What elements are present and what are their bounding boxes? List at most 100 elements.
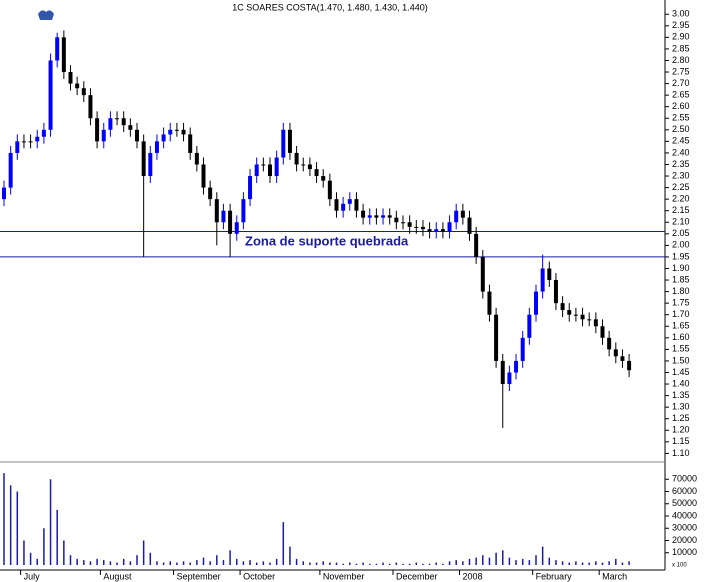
candle-body bbox=[454, 210, 459, 223]
candle-body bbox=[447, 222, 452, 232]
candle-body bbox=[480, 256, 485, 292]
candle-body bbox=[8, 152, 13, 188]
candle-body bbox=[534, 291, 538, 315]
y-tick-label: 1.55 bbox=[672, 344, 690, 354]
candle-body bbox=[600, 326, 605, 338]
candle-body bbox=[61, 37, 66, 73]
y-tick-label: 2.75 bbox=[672, 66, 690, 76]
y-tick-label: 2.85 bbox=[672, 43, 690, 53]
candle-body bbox=[135, 129, 139, 142]
y-tick-label: 2.40 bbox=[672, 147, 690, 157]
y-tick-label: 2.70 bbox=[672, 78, 690, 88]
y-tick-label: 1.65 bbox=[672, 321, 690, 331]
candle-body bbox=[141, 141, 146, 177]
candle-body bbox=[327, 180, 332, 200]
candle-body bbox=[540, 268, 545, 292]
candle-body bbox=[580, 314, 585, 320]
candle-body bbox=[321, 176, 326, 181]
y-tick-label: 1.20 bbox=[672, 425, 690, 435]
candle-body bbox=[301, 164, 306, 166]
candle-body bbox=[573, 314, 578, 316]
candle-body bbox=[15, 141, 20, 153]
candle-body bbox=[48, 60, 53, 130]
candle-body bbox=[81, 88, 86, 96]
candle-body bbox=[567, 310, 572, 315]
candle-body bbox=[407, 222, 412, 227]
y-tick-label: 1.30 bbox=[672, 402, 690, 412]
x-tick-label: November bbox=[323, 571, 365, 581]
y-tick-label: 10000 bbox=[672, 547, 697, 557]
candle-body bbox=[108, 118, 113, 130]
y-tick-label: 2.55 bbox=[672, 113, 690, 123]
x-tick-label: August bbox=[103, 571, 132, 581]
candle-body bbox=[281, 129, 286, 158]
candle-body bbox=[188, 134, 193, 153]
y-tick-label: 1.75 bbox=[672, 298, 690, 308]
candle-body bbox=[627, 360, 632, 371]
y-tick-label: 1.25 bbox=[672, 413, 690, 423]
candle-body bbox=[487, 291, 492, 315]
candle-body bbox=[507, 372, 512, 385]
candle-body bbox=[401, 222, 405, 224]
candle-body bbox=[274, 157, 279, 177]
candle-body bbox=[287, 129, 292, 153]
candle-body bbox=[427, 229, 432, 232]
candle-body bbox=[161, 134, 166, 142]
candle-body bbox=[361, 210, 366, 218]
candle-body bbox=[68, 72, 73, 84]
candle-body bbox=[587, 319, 592, 321]
y-tick-label: 70000 bbox=[672, 474, 697, 484]
candle-body bbox=[294, 152, 299, 165]
candle-body bbox=[420, 226, 425, 230]
candle-body bbox=[128, 125, 133, 130]
candle-body bbox=[115, 118, 120, 120]
candle-body bbox=[553, 280, 558, 304]
y-tick-label: 1.80 bbox=[672, 286, 690, 296]
y-tick-label: 2.95 bbox=[672, 20, 690, 30]
candle-body bbox=[148, 152, 153, 177]
candle-body bbox=[28, 141, 33, 143]
candle-body bbox=[374, 215, 379, 218]
y-tick-label: 2.05 bbox=[672, 228, 690, 238]
candle-body bbox=[261, 164, 266, 166]
y-tick-label: 30000 bbox=[672, 523, 697, 533]
candle-body bbox=[248, 176, 253, 200]
candle-body bbox=[228, 210, 233, 234]
candle-body bbox=[201, 164, 206, 188]
y-tick-label: 60000 bbox=[672, 486, 697, 496]
candle-body bbox=[194, 152, 199, 165]
candle-body bbox=[268, 164, 272, 177]
y-tick-label: 1.60 bbox=[672, 332, 690, 342]
candle-body bbox=[440, 229, 445, 232]
candle-body bbox=[75, 83, 80, 89]
candle-body bbox=[334, 199, 339, 211]
candle-body bbox=[527, 314, 532, 338]
candle-body bbox=[607, 337, 612, 350]
x-tick-label: July bbox=[24, 571, 41, 581]
x-tick-label: October bbox=[243, 571, 275, 581]
y-tick-label: 2.60 bbox=[672, 101, 690, 111]
candle-body bbox=[434, 229, 439, 232]
y-tick-label: 2.80 bbox=[672, 55, 690, 65]
candle-body bbox=[214, 199, 219, 223]
candle-body bbox=[21, 141, 26, 143]
y-tick-label: 2.20 bbox=[672, 194, 690, 204]
y-tick-label: 2.65 bbox=[672, 90, 690, 100]
candle-body bbox=[168, 129, 173, 135]
x-tick-label: September bbox=[177, 571, 221, 581]
candle-body bbox=[181, 129, 186, 135]
x-tick-label: February bbox=[536, 571, 573, 581]
candle-body bbox=[241, 199, 246, 223]
candle-body bbox=[500, 360, 505, 385]
y-tick-label: 1.35 bbox=[672, 390, 690, 400]
y-tick-label: 2.35 bbox=[672, 159, 690, 169]
candle-body bbox=[341, 203, 346, 211]
candle-body bbox=[620, 356, 625, 361]
y-tick-label: 2.50 bbox=[672, 124, 690, 134]
candle-body bbox=[474, 233, 479, 257]
candle-body bbox=[254, 164, 259, 177]
candle-body bbox=[2, 187, 6, 200]
candle-body bbox=[381, 215, 386, 218]
candle-body bbox=[514, 360, 519, 373]
